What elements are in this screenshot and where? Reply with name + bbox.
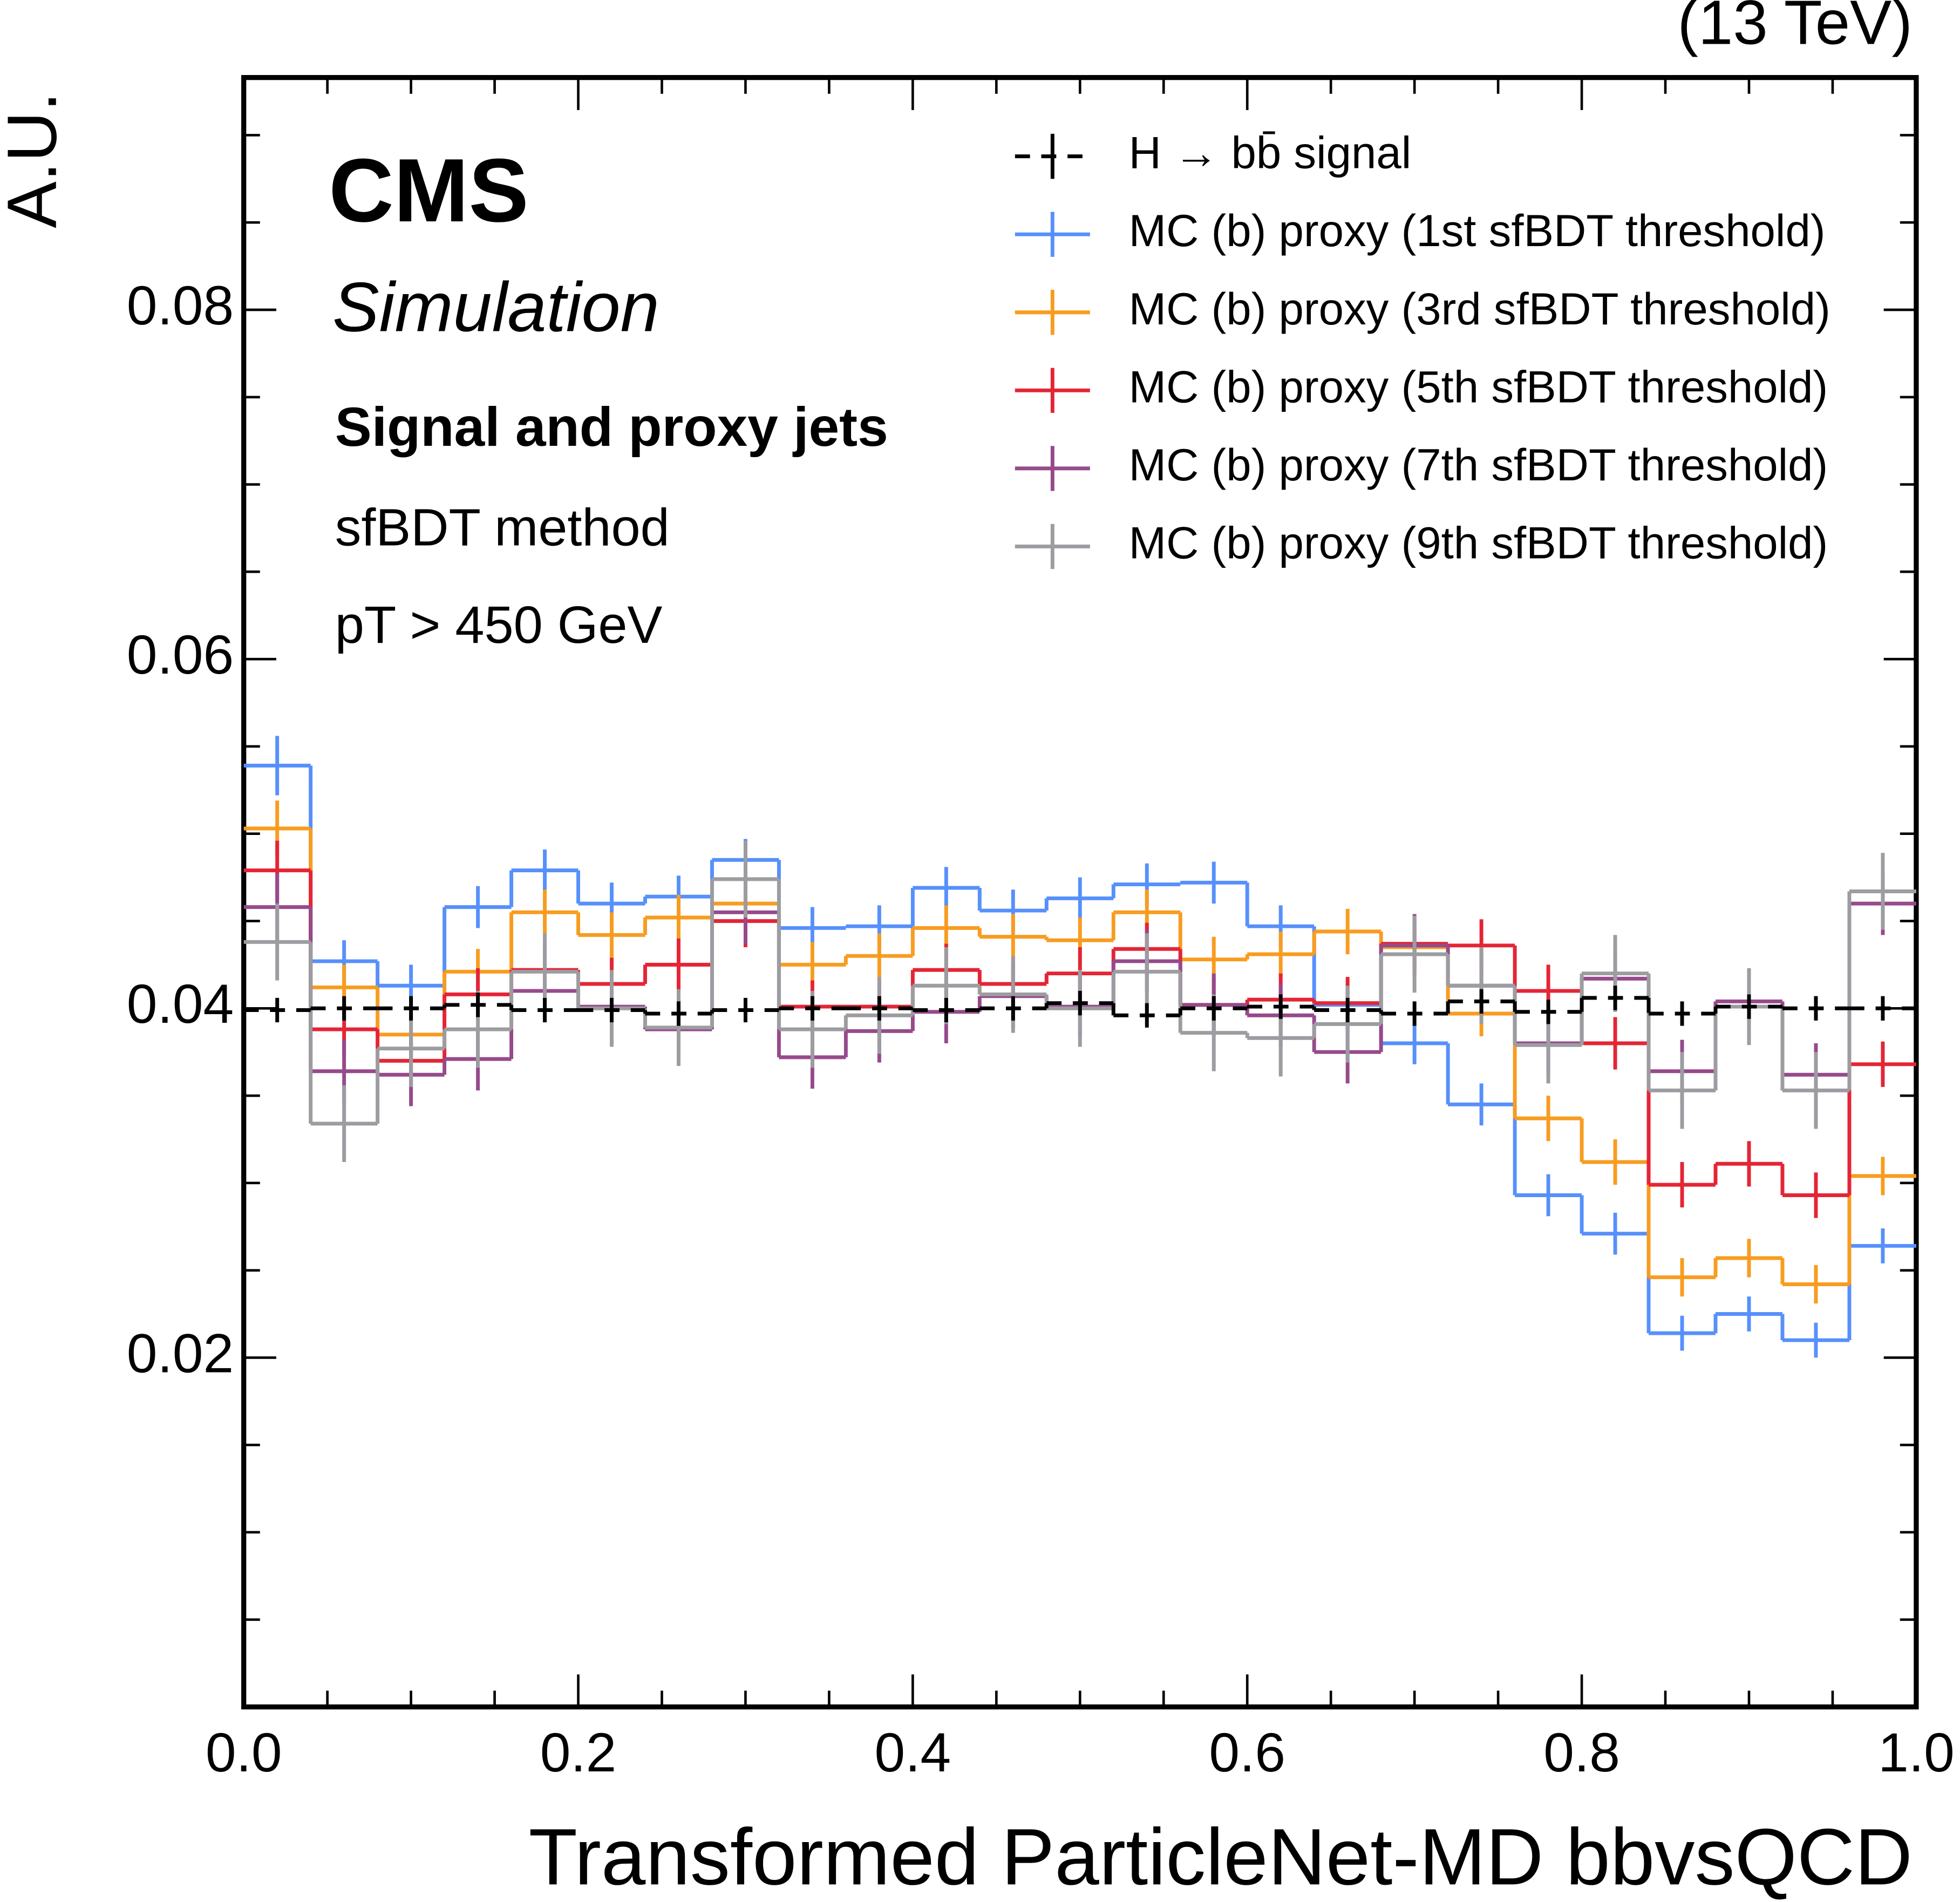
step-connector bbox=[309, 879, 1852, 1124]
y-tick-label: 0.04 bbox=[127, 973, 234, 1035]
y-axis-label: A.U. bbox=[0, 92, 71, 228]
step-connector bbox=[309, 765, 1852, 1341]
x-tick-label: 0.6 bbox=[1209, 1722, 1285, 1783]
legend-label: H → bb̄ signal bbox=[1129, 128, 1412, 178]
annotation: Signal and proxy jets bbox=[335, 396, 888, 458]
x-tick-label: 0.4 bbox=[875, 1722, 951, 1783]
legend-label: MC (b) proxy (5th sfBDT threshold) bbox=[1129, 362, 1828, 412]
annotation: pT > 450 GeV bbox=[335, 595, 663, 654]
energy-label: (13 TeV) bbox=[1677, 0, 1913, 58]
y-tick-label: 0.08 bbox=[127, 275, 234, 336]
x-tick-label: 0.8 bbox=[1543, 1722, 1620, 1783]
simulation-label: Simulation bbox=[332, 268, 659, 346]
y-tick-label: 0.06 bbox=[127, 624, 234, 685]
legend-label: MC (b) proxy (3rd sfBDT threshold) bbox=[1129, 284, 1830, 334]
step-connector bbox=[309, 997, 1785, 1016]
y-tick-label: 0.02 bbox=[127, 1322, 234, 1384]
annotation: sfBDT method bbox=[335, 498, 670, 556]
x-tick-label: 0.2 bbox=[540, 1722, 617, 1783]
legend-label: MC (b) proxy (9th sfBDT threshold) bbox=[1129, 518, 1828, 568]
x-tick-label: 1.0 bbox=[1878, 1722, 1955, 1783]
legend-label: MC (b) proxy (1st sfBDT threshold) bbox=[1129, 206, 1826, 256]
legend-label: MC (b) proxy (7th sfBDT threshold) bbox=[1129, 440, 1828, 490]
x-tick-label: 0.0 bbox=[206, 1722, 282, 1783]
cms-label: CMS bbox=[329, 140, 529, 241]
x-axis-label: Transformed ParticleNet-MD bbvsQCD bbox=[529, 1812, 1913, 1901]
